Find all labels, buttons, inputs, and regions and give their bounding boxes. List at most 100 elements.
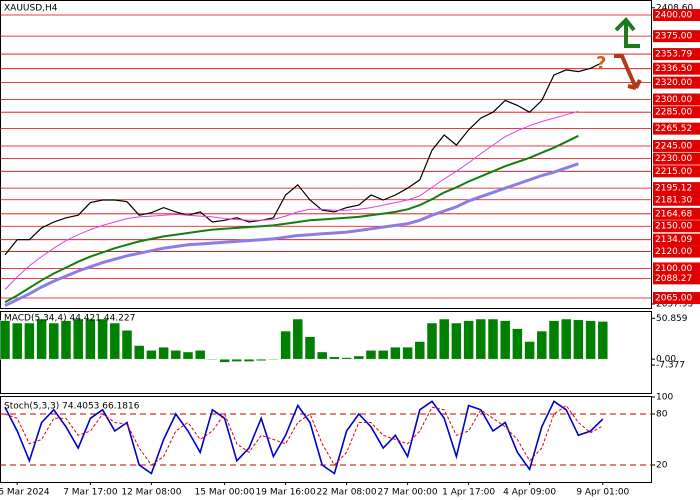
x-tick-label: 4 Apr 09:00	[503, 488, 556, 498]
bar	[231, 358, 243, 362]
bar	[390, 346, 401, 360]
level-label: 2164.68	[655, 209, 692, 219]
bar	[280, 330, 291, 360]
level-label: 2195.12	[655, 184, 692, 194]
series-line	[4, 110, 579, 290]
bar	[377, 350, 389, 360]
bar	[133, 345, 145, 360]
level-label-bg	[653, 139, 700, 152]
x-tick-label: 7 Mar 17:00	[63, 488, 118, 498]
x-tick-label: 15 Mar 00:00	[195, 488, 255, 498]
bar	[487, 318, 499, 360]
level-label-bg	[653, 30, 700, 43]
bar	[438, 318, 450, 360]
bar	[475, 318, 487, 360]
series-line	[4, 400, 604, 475]
bar	[24, 322, 35, 360]
series-line	[4, 162, 579, 307]
y-tick-label: 50.859	[656, 314, 688, 324]
bar	[121, 329, 133, 360]
bar	[194, 350, 206, 360]
x-tick-label: 22 Mar 08:00	[317, 488, 377, 498]
bar	[426, 322, 438, 360]
level-label: 2120.00	[655, 247, 692, 257]
y-tick-label: 0.00	[656, 355, 676, 365]
bar	[585, 320, 596, 360]
bar	[548, 320, 560, 360]
panel	[0, 318, 609, 363]
bar	[60, 320, 72, 360]
level-label: 2150.00	[655, 222, 692, 232]
bar	[536, 330, 548, 360]
x-tick-label: 12 Mar 08:00	[121, 488, 181, 498]
x-tick-label: 1 Apr 17:00	[442, 488, 495, 498]
bar	[463, 320, 474, 360]
bar	[97, 318, 108, 360]
level-label: 2320.00	[655, 78, 692, 88]
level-label-bg	[653, 262, 700, 275]
bar	[365, 350, 377, 360]
y-tick-label: -7.377	[656, 361, 685, 371]
bar	[36, 318, 47, 360]
level-label: 2100.00	[655, 264, 692, 274]
level-label: 2300.00	[655, 95, 692, 105]
level-label: 2230.00	[655, 154, 692, 164]
level-label: 2134.09	[655, 235, 692, 245]
bar	[255, 358, 267, 362]
bar	[48, 322, 60, 360]
bar	[243, 358, 255, 362]
level-label: 2265.52	[655, 124, 692, 134]
bar	[402, 346, 413, 360]
level-label-bg	[653, 48, 700, 61]
x-tick-label: 5 Mar 2024	[0, 488, 50, 498]
bar	[11, 322, 23, 360]
symbol: XAUUSD,H4	[4, 4, 58, 14]
level-label: 2353.79	[655, 50, 692, 60]
bar	[268, 358, 279, 361]
y-tick-label: 20	[656, 461, 668, 471]
bar	[85, 318, 96, 360]
level-label-bg	[653, 62, 700, 75]
x-tick-label: 19 Mar 16:00	[256, 488, 316, 498]
level-label-bg	[653, 76, 700, 89]
main-frame	[0, 0, 652, 309]
bar	[597, 321, 609, 360]
y-tick-label: 2408.60	[656, 3, 693, 13]
level-label-bg	[653, 193, 700, 206]
level-label: 2245.00	[655, 141, 692, 151]
series-line	[4, 404, 604, 466]
level-label-bg	[653, 152, 700, 165]
stoch-frame	[0, 396, 652, 483]
level-label-bg	[653, 207, 700, 220]
bar	[316, 351, 328, 360]
x-tick-label: 9 Apr 01:00	[576, 488, 629, 498]
question-mark: ?	[596, 53, 606, 74]
level-label-bg	[653, 93, 700, 106]
level-label-bg	[653, 165, 700, 178]
bar	[158, 346, 169, 360]
level-label-bg	[653, 272, 700, 285]
level-label-bg	[653, 106, 700, 119]
level-label-bg	[653, 9, 700, 22]
bar	[72, 318, 84, 360]
bar	[524, 341, 535, 360]
bar	[207, 358, 218, 361]
y-tick-label: 2057.95	[656, 299, 693, 309]
bar	[512, 328, 523, 360]
bar	[292, 318, 304, 360]
bar	[451, 322, 462, 360]
y-tick-label: 80	[656, 410, 668, 420]
bar	[341, 357, 352, 360]
level-label: 2181.30	[655, 195, 692, 205]
level-label: 2065.00	[655, 294, 692, 304]
level-label: 2336.50	[655, 64, 692, 74]
level-label-bg	[653, 220, 700, 233]
level-label-bg	[653, 233, 700, 246]
level-label: 2400.00	[655, 11, 692, 21]
bar	[146, 350, 157, 360]
level-label-bg	[653, 182, 700, 195]
bar	[219, 358, 230, 363]
bar	[182, 351, 194, 360]
level-label: 2215.00	[655, 167, 692, 177]
level-label: 2285.00	[655, 108, 692, 118]
